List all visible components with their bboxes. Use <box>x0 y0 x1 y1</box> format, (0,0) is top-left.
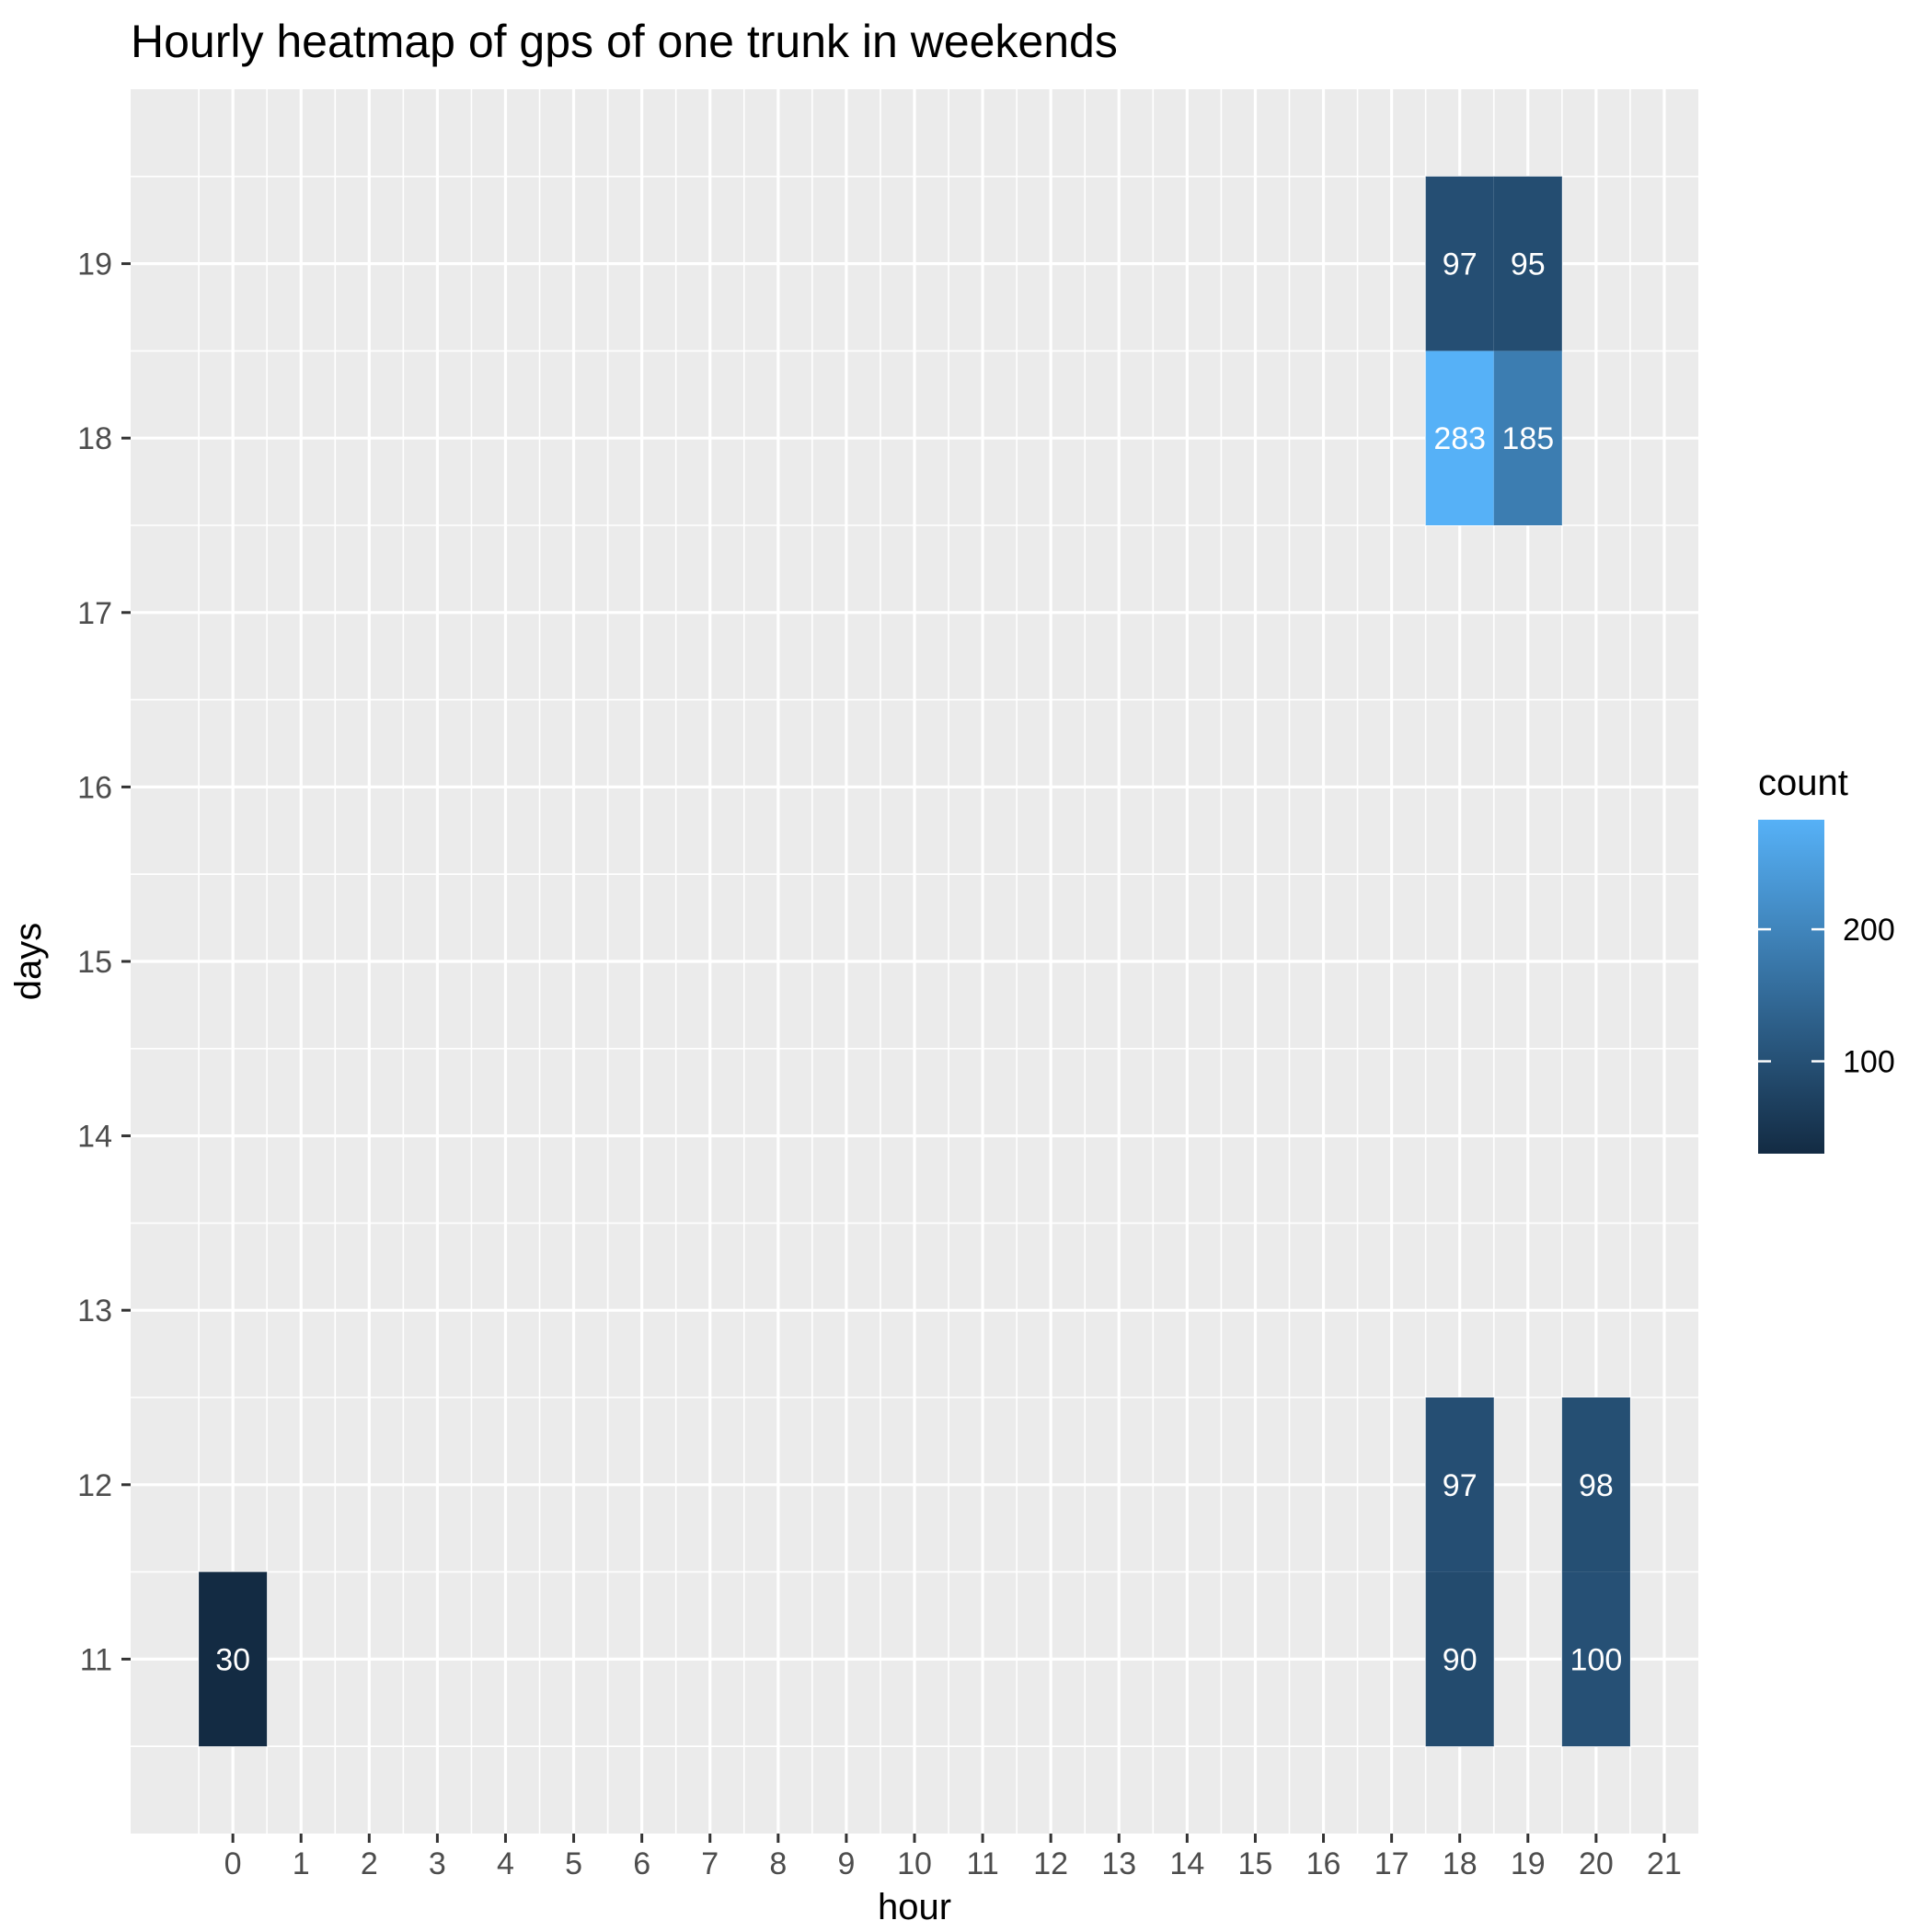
cell-value-label: 185 <box>1501 421 1554 456</box>
y-tick-label: 11 <box>80 1642 112 1677</box>
x-tick-label: 2 <box>361 1846 378 1881</box>
x-tick-label: 8 <box>769 1846 787 1881</box>
x-tick-label: 18 <box>1443 1846 1478 1881</box>
cell-value-label: 283 <box>1433 421 1486 456</box>
legend-title: count <box>1758 763 1848 803</box>
x-tick-label: 17 <box>1374 1846 1409 1881</box>
y-tick-label: 14 <box>77 1120 112 1155</box>
legend-ticks: 100 200 <box>1758 913 1895 1080</box>
x-tick-label: 5 <box>565 1846 582 1881</box>
x-tick-label: 3 <box>429 1846 446 1881</box>
heatmap-cell-h19-d19 <box>1493 176 1562 351</box>
x-tick-label: 20 <box>1579 1846 1614 1881</box>
x-tick-label: 19 <box>1511 1846 1546 1881</box>
legend-break-label: 200 <box>1843 913 1895 948</box>
heatmap-cell-h18-d11 <box>1425 1571 1494 1747</box>
cell-value-label: 100 <box>1570 1642 1623 1677</box>
y-tick-label: 13 <box>77 1294 112 1328</box>
heatmap-cell-h20-d11 <box>1561 1571 1630 1747</box>
heatmap-cell-h19-d18 <box>1493 351 1562 525</box>
y-tick-label: 16 <box>77 770 112 805</box>
cell-value-label: 95 <box>1511 247 1546 282</box>
heatmap-cell-h0-d11 <box>199 1571 268 1747</box>
y-tick-label: 12 <box>77 1468 112 1503</box>
x-tick-label: 9 <box>837 1846 855 1881</box>
cell-value-label: 30 <box>215 1642 250 1677</box>
x-tick-label: 1 <box>293 1846 310 1881</box>
y-tick-label: 15 <box>77 945 112 980</box>
x-tick-label: 16 <box>1306 1846 1341 1881</box>
cell-value-label: 98 <box>1579 1468 1614 1503</box>
x-axis: 0 1 2 3 4 5 6 7 8 9 10 11 12 13 14 15 16 17 18 19 20 21 <box>224 1834 1682 1881</box>
x-tick-label: 21 <box>1647 1846 1682 1881</box>
x-tick-label: 13 <box>1101 1846 1136 1881</box>
y-axis: 11 12 13 14 15 16 17 18 19 <box>77 247 131 1677</box>
y-tick-label: 19 <box>77 247 112 282</box>
legend-break-label: 100 <box>1843 1045 1895 1080</box>
cell-value-label: 97 <box>1443 1468 1478 1503</box>
chart-title: Hourly heatmap of gps of one trunk in we… <box>131 16 1118 67</box>
legend: count 100 200 <box>1758 763 1895 1154</box>
heatmap-cells <box>199 176 1630 1747</box>
cell-value-label: 90 <box>1443 1642 1478 1677</box>
heatmap-cell-h18-d19 <box>1425 176 1494 351</box>
cell-value-label: 97 <box>1443 247 1478 282</box>
x-tick-label: 12 <box>1033 1846 1068 1881</box>
x-tick-label: 7 <box>701 1846 719 1881</box>
x-tick-label: 14 <box>1169 1846 1204 1881</box>
heatmap-cell-h18-d18 <box>1425 351 1494 525</box>
x-tick-label: 10 <box>897 1846 932 1881</box>
x-tick-label: 15 <box>1238 1846 1273 1881</box>
heatmap-cell-h18-d12 <box>1425 1397 1494 1572</box>
x-tick-label: 11 <box>966 1846 998 1881</box>
y-tick-label: 18 <box>77 421 112 456</box>
y-axis-title: days <box>8 923 49 1001</box>
heatmap-cell-h20-d12 <box>1561 1397 1630 1572</box>
y-tick-label: 17 <box>77 596 112 631</box>
x-tick-label: 0 <box>224 1846 242 1881</box>
cell-labels: 30 90 100 97 98 283 185 97 95 <box>215 247 1622 1678</box>
x-tick-label: 4 <box>497 1846 514 1881</box>
x-tick-label: 6 <box>633 1846 650 1881</box>
x-axis-title: hour <box>878 1887 951 1927</box>
legend-colorbar <box>1758 820 1824 1154</box>
